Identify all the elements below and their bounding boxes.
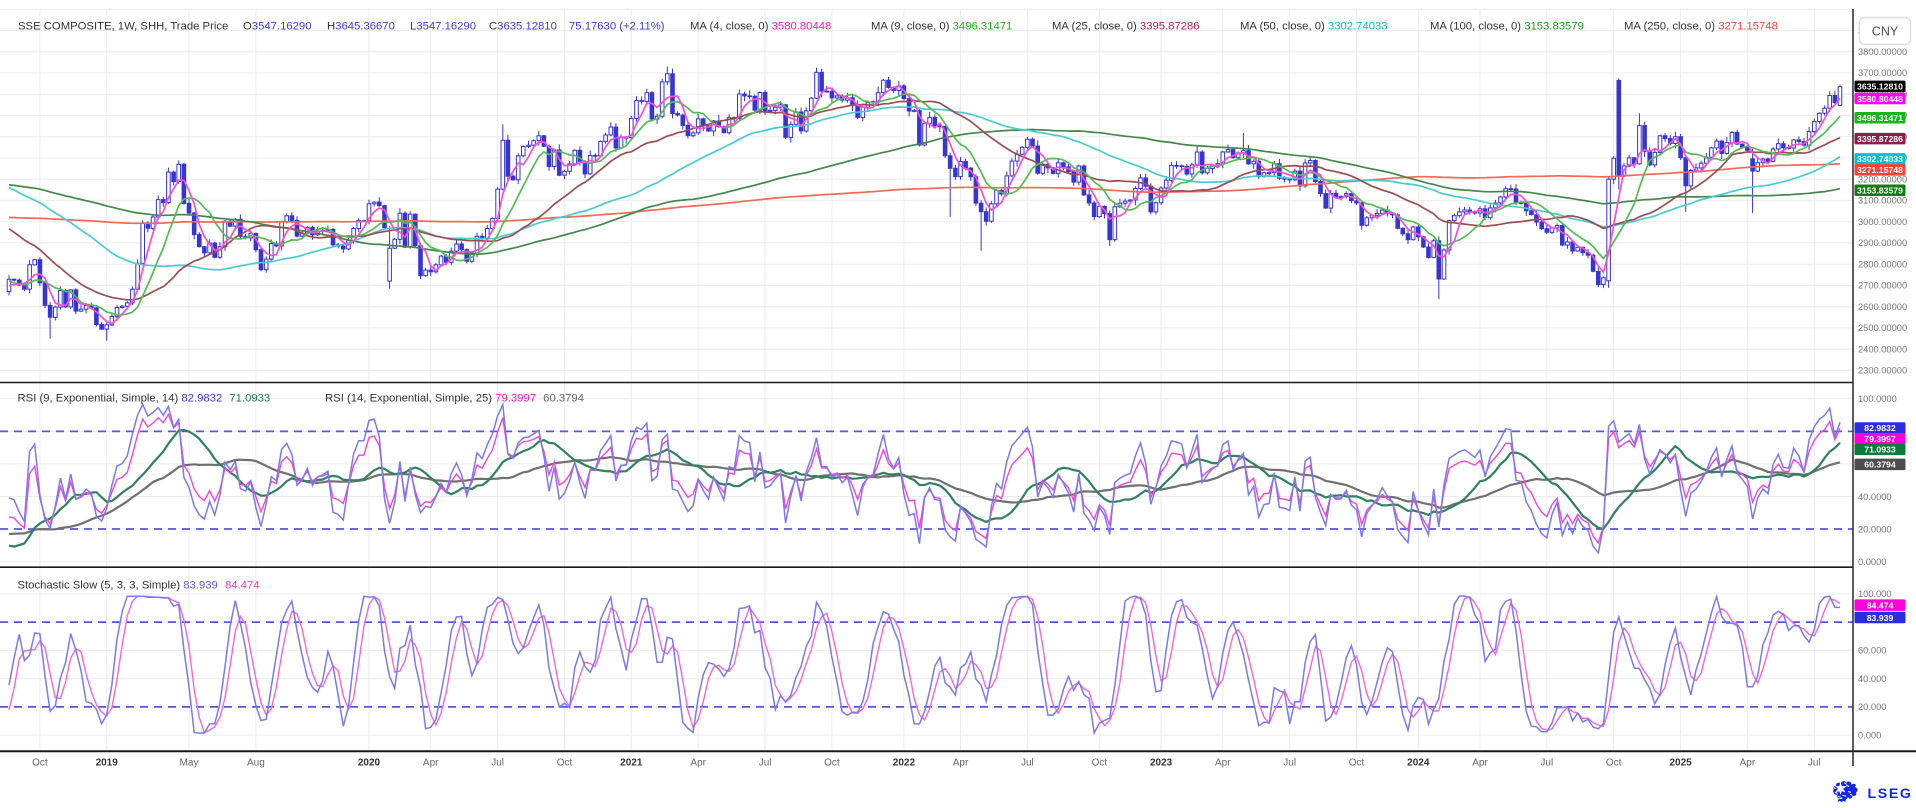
svg-text:L3547.16290: L3547.16290 (410, 21, 476, 33)
svg-text:O3547.16290: O3547.16290 (243, 21, 311, 33)
svg-text:Jul: Jul (759, 758, 772, 769)
svg-text:2300.00000: 2300.00000 (1858, 366, 1907, 376)
svg-text:2025: 2025 (1669, 758, 1692, 769)
svg-text:Apr: Apr (690, 758, 706, 769)
svg-text:82.9832: 82.9832 (1864, 423, 1896, 433)
svg-text:SSE COMPOSITE, 1W, SHH, Trade: SSE COMPOSITE, 1W, SHH, Trade Price (18, 21, 228, 33)
svg-text:H3645.36670: H3645.36670 (327, 21, 395, 33)
svg-text:2400.00000: 2400.00000 (1858, 345, 1907, 355)
svg-text:40.000: 40.000 (1858, 674, 1886, 684)
svg-text:2023: 2023 (1150, 758, 1173, 769)
svg-text:100.0000: 100.0000 (1858, 394, 1897, 404)
svg-text:Oct: Oct (1092, 758, 1108, 769)
svg-text:3000.00000: 3000.00000 (1858, 217, 1907, 227)
svg-text:2800.00000: 2800.00000 (1858, 260, 1907, 270)
svg-text:2021: 2021 (620, 758, 643, 769)
svg-text:2700.00000: 2700.00000 (1858, 281, 1907, 291)
svg-text:40.0000: 40.0000 (1858, 492, 1892, 502)
svg-text:MA (250, close, 0) 3271.15748: MA (250, close, 0) 3271.15748 (1624, 21, 1778, 33)
svg-text:0.000: 0.000 (1858, 730, 1881, 740)
svg-text:Oct: Oct (824, 758, 840, 769)
svg-text:3580.80448: 3580.80448 (1857, 94, 1903, 104)
svg-text:MA (100, close, 0) 3153.83579: MA (100, close, 0) 3153.83579 (1430, 21, 1584, 33)
svg-text:CNY: CNY (1872, 25, 1899, 39)
svg-text:Oct: Oct (1349, 758, 1365, 769)
svg-text:3271.15748: 3271.15748 (1857, 165, 1903, 175)
svg-text:Jul: Jul (491, 758, 504, 769)
svg-text:2600.00000: 2600.00000 (1858, 302, 1907, 312)
svg-text:Oct: Oct (557, 758, 573, 769)
svg-text:MA (25, close, 0) 3395.87286: MA (25, close, 0) 3395.87286 (1052, 21, 1200, 33)
svg-text:60.000: 60.000 (1858, 646, 1886, 656)
svg-text:3100.00000: 3100.00000 (1858, 196, 1907, 206)
svg-text:3800.00000: 3800.00000 (1858, 47, 1907, 57)
svg-text:Apr: Apr (1472, 758, 1488, 769)
svg-text:Apr: Apr (423, 758, 439, 769)
svg-text:100.000: 100.000 (1858, 589, 1892, 599)
svg-text:Stochastic Slow (5, 3, 3, Simp: Stochastic Slow (5, 3, 3, Simple) 83.939… (18, 580, 260, 592)
svg-text:Apr: Apr (1740, 758, 1756, 769)
svg-text:MA (50, close, 0) 3302.74033: MA (50, close, 0) 3302.74033 (1240, 21, 1388, 33)
svg-text:79.3997: 79.3997 (1864, 434, 1896, 444)
svg-text:Aug: Aug (247, 758, 265, 769)
svg-text:May: May (180, 758, 199, 769)
svg-text:Jul: Jul (1283, 758, 1296, 769)
svg-text:RSI (14, Exponential, Simple,: RSI (14, Exponential, Simple, 25) 79.399… (325, 393, 584, 405)
svg-text:20.0000: 20.0000 (1858, 524, 1892, 534)
svg-text:84.474: 84.474 (1867, 600, 1894, 610)
svg-text:Jul: Jul (1021, 758, 1034, 769)
svg-text:C3635.12810: C3635.12810 (489, 21, 557, 33)
svg-text:Apr: Apr (1215, 758, 1231, 769)
svg-text:LSEG: LSEG (1868, 786, 1913, 802)
svg-text:20.000: 20.000 (1858, 702, 1886, 712)
svg-text:2020: 2020 (358, 758, 381, 769)
svg-text:2022: 2022 (893, 758, 916, 769)
svg-text:2019: 2019 (96, 758, 119, 769)
svg-text:3700.00000: 3700.00000 (1858, 68, 1907, 78)
svg-text:MA (9, close, 0) 3496.31471: MA (9, close, 0) 3496.31471 (871, 21, 1012, 33)
svg-text:75.17630 (+2.11%): 75.17630 (+2.11%) (569, 21, 665, 33)
svg-text:2900.00000: 2900.00000 (1858, 238, 1907, 248)
svg-text:3153.83579: 3153.83579 (1857, 186, 1903, 196)
svg-text:Oct: Oct (32, 758, 48, 769)
svg-text:Jul: Jul (1540, 758, 1553, 769)
svg-text:3302.74033: 3302.74033 (1857, 154, 1903, 164)
svg-text:83.939: 83.939 (1867, 613, 1894, 623)
svg-text:Apr: Apr (953, 758, 969, 769)
svg-text:2500.00000: 2500.00000 (1858, 323, 1907, 333)
svg-text:2024: 2024 (1407, 758, 1430, 769)
svg-text:3635.12810: 3635.12810 (1857, 82, 1903, 92)
svg-text:0.0000: 0.0000 (1858, 557, 1886, 567)
svg-text:Oct: Oct (1606, 758, 1622, 769)
svg-text:3200.00000: 3200.00000 (1858, 175, 1907, 185)
svg-text:71.0933: 71.0933 (1864, 445, 1896, 455)
svg-text:RSI (9, Exponential, Simple, 1: RSI (9, Exponential, Simple, 14) 82.9832… (18, 393, 271, 405)
svg-text:60.3794: 60.3794 (1864, 460, 1896, 470)
svg-text:MA (4, close, 0) 3580.80448: MA (4, close, 0) 3580.80448 (690, 21, 831, 33)
svg-text:3496.31471: 3496.31471 (1857, 113, 1903, 123)
svg-text:Jul: Jul (1808, 758, 1821, 769)
svg-text:3395.87286: 3395.87286 (1857, 134, 1903, 144)
